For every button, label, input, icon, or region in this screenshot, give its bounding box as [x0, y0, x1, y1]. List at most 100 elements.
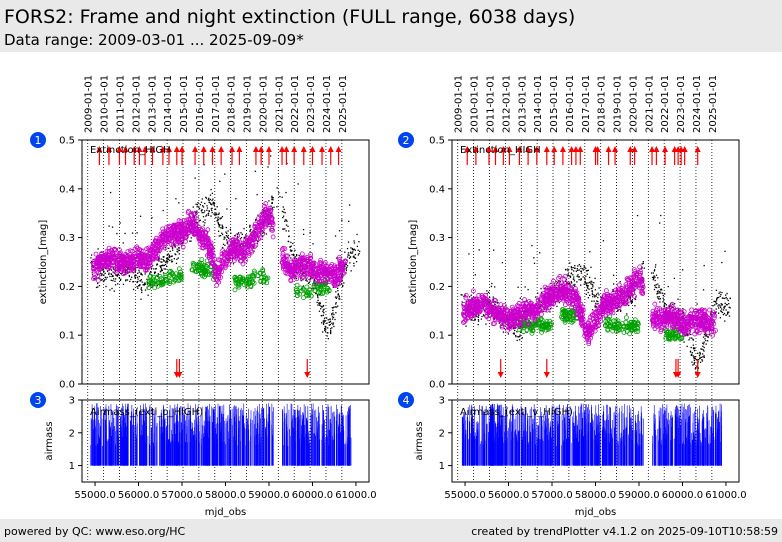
frame-extinction-point	[243, 236, 245, 239]
frame-extinction-point	[704, 338, 706, 340]
frame-extinction-point	[201, 211, 203, 214]
frame-extinction-point	[322, 322, 325, 324]
frame-extinction-point	[285, 219, 287, 221]
frame-extinction-point	[682, 269, 684, 271]
frame-extinction-point	[692, 339, 694, 341]
frame-extinction-point	[302, 228, 305, 231]
frame-extinction-point	[319, 302, 321, 304]
frame-extinction-point	[540, 287, 542, 290]
frame-extinction-point	[353, 255, 355, 257]
frame-extinction-point	[195, 211, 197, 214]
frame-extinction-point	[253, 231, 256, 233]
frame-extinction-point	[98, 284, 101, 287]
year-tick-label: 2019-01-01	[613, 75, 624, 133]
frame-extinction-point	[197, 216, 199, 218]
frame-extinction-point	[701, 359, 703, 361]
frame-extinction-point	[328, 324, 330, 326]
night-extinction-point-other	[264, 280, 270, 286]
frame-extinction-point	[90, 257, 92, 259]
frame-extinction-point	[597, 302, 599, 305]
frame-extinction-point	[354, 257, 356, 259]
frame-extinction-point	[478, 314, 480, 316]
frame-extinction-point	[221, 216, 224, 218]
frame-extinction-point	[660, 288, 662, 290]
frame-extinction-point	[210, 208, 212, 210]
frame-extinction-point	[693, 363, 695, 365]
frame-extinction-point	[162, 209, 164, 212]
frame-extinction-point	[150, 271, 152, 273]
frame-extinction-point	[136, 281, 138, 284]
frame-extinction-point	[218, 224, 220, 227]
frame-extinction-point	[643, 267, 645, 269]
frame-extinction-point	[348, 257, 351, 259]
year-tick-label: 2015-01-01	[179, 75, 190, 133]
frame-extinction-point	[162, 256, 165, 258]
year-tick-label: 2016-01-01	[565, 75, 576, 133]
frame-extinction-point	[318, 302, 320, 304]
frame-extinction-point	[303, 273, 305, 275]
frame-extinction-point	[168, 255, 170, 258]
frame-extinction-point	[597, 300, 599, 303]
frame-extinction-point	[311, 288, 313, 290]
frame-extinction-point	[344, 251, 346, 253]
frame-extinction-point	[168, 254, 171, 256]
outlier-arrow-head	[300, 146, 307, 152]
frame-extinction-point	[292, 242, 294, 245]
frame-extinction-point	[322, 304, 325, 307]
frame-extinction-point	[347, 254, 349, 256]
frame-extinction-point	[171, 259, 173, 261]
frame-extinction-point	[227, 236, 229, 238]
night-extinction-point	[180, 244, 186, 250]
frame-extinction-point	[598, 287, 600, 289]
frame-extinction-point	[327, 337, 329, 340]
frame-extinction-point	[227, 234, 229, 237]
frame-extinction-point	[351, 252, 353, 254]
frame-extinction-point	[706, 335, 708, 337]
frame-extinction-point	[116, 274, 119, 276]
frame-extinction-point	[217, 222, 219, 224]
frame-extinction-point	[332, 322, 335, 324]
frame-extinction-point	[213, 203, 215, 205]
frame-extinction-point	[653, 288, 656, 291]
frame-extinction-point	[349, 256, 351, 258]
frame-extinction-point	[724, 305, 726, 308]
frame-extinction-point	[677, 298, 679, 300]
night-extinction-point-other	[294, 288, 299, 293]
frame-extinction-point	[468, 253, 470, 255]
frame-extinction-point	[205, 215, 207, 217]
frame-extinction-point	[723, 312, 726, 315]
frame-extinction-point	[689, 337, 691, 339]
night-extinction-point	[251, 230, 257, 236]
night-extinction-point	[297, 257, 303, 263]
frame-extinction-point	[204, 222, 206, 224]
frame-extinction-point	[132, 281, 134, 283]
frame-extinction-point	[584, 278, 586, 281]
frame-extinction-point	[219, 180, 221, 182]
frame-extinction-point	[582, 269, 585, 271]
outlier-arrow-head	[236, 146, 243, 152]
frame-extinction-point	[630, 302, 633, 304]
frame-extinction-point	[196, 206, 198, 208]
frame-extinction-point	[703, 350, 705, 352]
airmass-panel-1: 1 2 3 55000.0 56000.0 57000.0 58000.0 59000.0 60…	[30, 392, 377, 518]
frame-extinction-point	[692, 355, 694, 357]
frame-extinction-point	[350, 270, 352, 272]
frame-extinction-point	[339, 284, 341, 286]
frame-extinction-point	[164, 261, 167, 263]
year-tick-label: 2010-01-01	[470, 75, 481, 133]
frame-extinction-point	[604, 317, 606, 319]
frame-extinction-point	[234, 235, 236, 237]
frame-extinction-point	[211, 199, 213, 202]
night-extinction-point-other	[154, 274, 160, 280]
frame-extinction-point	[192, 206, 194, 208]
frame-extinction-point	[308, 281, 310, 284]
page-title: FORS2: Frame and night extinction (FULL …	[4, 6, 576, 28]
frame-extinction-point	[580, 270, 582, 272]
frame-extinction-point	[575, 270, 577, 272]
frame-extinction-point	[160, 266, 162, 268]
frame-extinction-point	[595, 302, 597, 305]
frame-extinction-point	[332, 323, 334, 326]
frame-extinction-point	[214, 214, 217, 216]
frame-extinction-point	[707, 340, 709, 342]
frame-extinction-point	[285, 230, 287, 232]
